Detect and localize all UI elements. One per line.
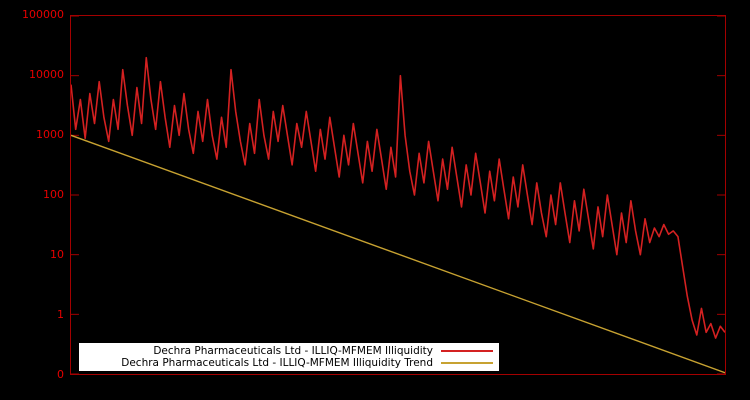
y-axis-tick-label: 1000 [36,128,64,141]
plot-area: Dechra Pharmaceuticals Ltd - ILLIQ-MFMEM… [70,15,726,375]
legend: Dechra Pharmaceuticals Ltd - ILLIQ-MFMEM… [79,343,499,371]
y-axis: 100000 10000 1000 100 10 1 0 [0,0,64,400]
y-axis-tick-label: 10 [50,248,64,261]
legend-entry-label: Dechra Pharmaceuticals Ltd - ILLIQ-MFMEM… [153,345,433,357]
legend-entry: Dechra Pharmaceuticals Ltd - ILLIQ-MFMEM… [85,357,493,369]
legend-line-sample [441,350,493,352]
y-axis-tick-label: 100 [43,188,64,201]
legend-entry-label: Dechra Pharmaceuticals Ltd - ILLIQ-MFMEM… [121,357,433,369]
plot-canvas [71,16,725,374]
legend-entry: Dechra Pharmaceuticals Ltd - ILLIQ-MFMEM… [85,345,493,357]
legend-line-sample [441,362,493,364]
y-axis-tick-label: 10000 [29,68,64,81]
y-axis-tick-label: 0 [57,368,64,381]
y-axis-tick-label: 100000 [22,8,64,21]
y-axis-tick-label: 1 [57,308,64,321]
